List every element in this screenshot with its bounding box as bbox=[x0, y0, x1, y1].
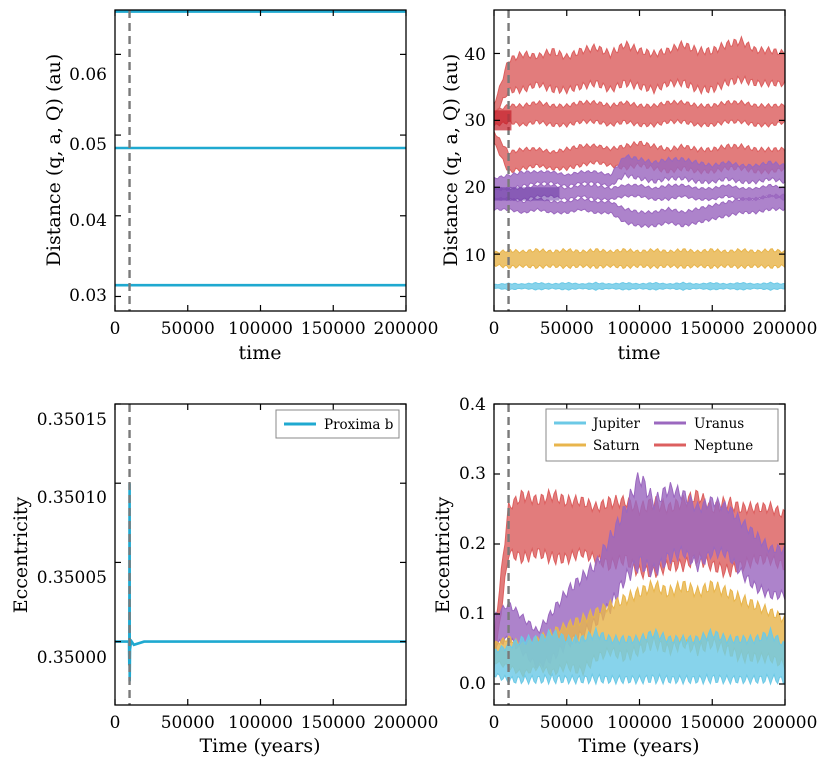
panel-a-x-tick-label: 200000 bbox=[374, 319, 439, 339]
panel-d-y-tick-label: 0.2 bbox=[459, 534, 486, 554]
panel-b-x-tick-label: 100000 bbox=[607, 319, 672, 339]
panel-c-x-axis-label: Time (years) bbox=[199, 735, 320, 757]
panel-a-x-tick-label: 50000 bbox=[161, 319, 215, 339]
series-band-saturn bbox=[494, 247, 785, 270]
panel-c-y-tick-label: 0.35005 bbox=[37, 568, 107, 588]
series-band-jupiter bbox=[494, 281, 785, 291]
panel-d-plot-area bbox=[494, 404, 785, 705]
series-band-uranus-q bbox=[494, 153, 785, 192]
panel-c-x-tick-label: 150000 bbox=[301, 713, 366, 733]
panel-b-y-tick-label: 10 bbox=[464, 246, 486, 266]
panel-b-y-axis-label: Distance (q, a, Q) (au) bbox=[440, 54, 462, 267]
neptune-early-highlight bbox=[494, 110, 512, 131]
panel-a-y-tick-label: 0.05 bbox=[69, 135, 107, 155]
panel-a-x-tick-label: 0 bbox=[110, 319, 121, 339]
panel-d-x-tick-label: 150000 bbox=[680, 713, 745, 733]
panel-d-ticks bbox=[493, 403, 786, 705]
panel-a-y-tick-label: 0.04 bbox=[69, 211, 107, 231]
panel-d-y-tick-label: 0.0 bbox=[459, 674, 486, 694]
panel-c-y-tick-label: 0.35015 bbox=[37, 410, 107, 430]
panel-c-x-tick-label: 0 bbox=[110, 713, 121, 733]
panel-d-x-tick-label: 50000 bbox=[540, 713, 594, 733]
series-band-neptune-q bbox=[494, 35, 785, 117]
series-band-jupiter bbox=[494, 626, 785, 686]
panel-a-x-axis-label: time bbox=[239, 342, 282, 364]
series-band-uranus-a bbox=[494, 183, 785, 202]
panel-d-legend: Jupiter Saturn Uranus Neptune bbox=[545, 408, 779, 462]
panel-d-x-axis-label: Time (years) bbox=[578, 735, 699, 757]
panel-c-y-axis-label: Eccentricity bbox=[10, 496, 32, 613]
panel-c-y-tick-label: 0.35000 bbox=[37, 648, 107, 668]
legend-label-uranus: Uranus bbox=[694, 416, 744, 432]
panel-c-plot-area bbox=[115, 404, 406, 705]
series-band-neptune-q bbox=[494, 130, 785, 175]
panel-d-x-tick-label: 0 bbox=[489, 713, 500, 733]
panel-b-y-tick-label: 30 bbox=[464, 111, 486, 131]
panel-c-x-tick-label: 100000 bbox=[228, 713, 293, 733]
panel-b-plot-area bbox=[494, 10, 785, 311]
series-band-uranus-q bbox=[494, 193, 785, 229]
panel-b-x-tick-label: 0 bbox=[489, 319, 500, 339]
panel-c-legend: Proxima b bbox=[275, 409, 400, 439]
panel-b-y-tick-label: 40 bbox=[464, 45, 486, 65]
panel-a-y-tick-label: 0.03 bbox=[69, 286, 107, 306]
uranus-early-highlight bbox=[494, 187, 560, 201]
panel-b-x-tick-label: 200000 bbox=[753, 319, 818, 339]
panel-d-y-tick-label: 0.3 bbox=[459, 464, 486, 484]
legend-label-jupiter: Jupiter bbox=[591, 416, 640, 432]
panel-a-x-tick-label: 150000 bbox=[301, 319, 366, 339]
series-band-neptune-a bbox=[494, 99, 785, 128]
panel-c-x-tick-label: 200000 bbox=[374, 713, 439, 733]
panel-b-ticks bbox=[493, 10, 786, 311]
panel-a-plot-area bbox=[115, 10, 406, 311]
panel-a: 0 50000 100000 150000 200000 0.03 0.04 0… bbox=[43, 9, 439, 364]
panel-b-x-tick-label: 50000 bbox=[540, 319, 594, 339]
panel-b: 0 50000 100000 150000 200000 10 20 30 40… bbox=[440, 9, 818, 364]
panel-b-x-tick-label: 150000 bbox=[680, 319, 745, 339]
panel-a-ticks bbox=[114, 10, 407, 311]
panel-d-x-tick-label: 200000 bbox=[753, 713, 818, 733]
panel-d-legend-box bbox=[545, 408, 779, 462]
panel-a-y-axis-label: Distance (q, a, Q) (au) bbox=[43, 54, 65, 267]
panel-d-y-tick-label: 0.4 bbox=[459, 395, 486, 415]
panel-d-y-axis-label: Eccentricity bbox=[432, 496, 454, 613]
panel-d: 0 50000 100000 150000 200000 0.0 0.1 0.2… bbox=[432, 395, 817, 757]
panel-c-ticks bbox=[114, 403, 407, 705]
panel-c-x-tick-label: 50000 bbox=[161, 713, 215, 733]
panel-d-x-tick-label: 100000 bbox=[607, 713, 672, 733]
panel-c: 0 50000 100000 150000 200000 0.35000 0.3… bbox=[10, 403, 439, 757]
panel-c-y-tick-label: 0.35010 bbox=[37, 488, 107, 508]
panel-d-y-tick-label: 0.1 bbox=[459, 604, 486, 624]
legend-label-proxima-b: Proxima b bbox=[324, 417, 393, 433]
panel-a-x-tick-label: 100000 bbox=[228, 319, 293, 339]
panel-b-x-axis-label: time bbox=[618, 342, 661, 364]
panel-b-y-tick-label: 20 bbox=[464, 178, 486, 198]
legend-label-saturn: Saturn bbox=[593, 438, 640, 454]
panel-a-y-tick-label: 0.06 bbox=[69, 65, 107, 85]
legend-label-neptune: Neptune bbox=[694, 438, 753, 454]
